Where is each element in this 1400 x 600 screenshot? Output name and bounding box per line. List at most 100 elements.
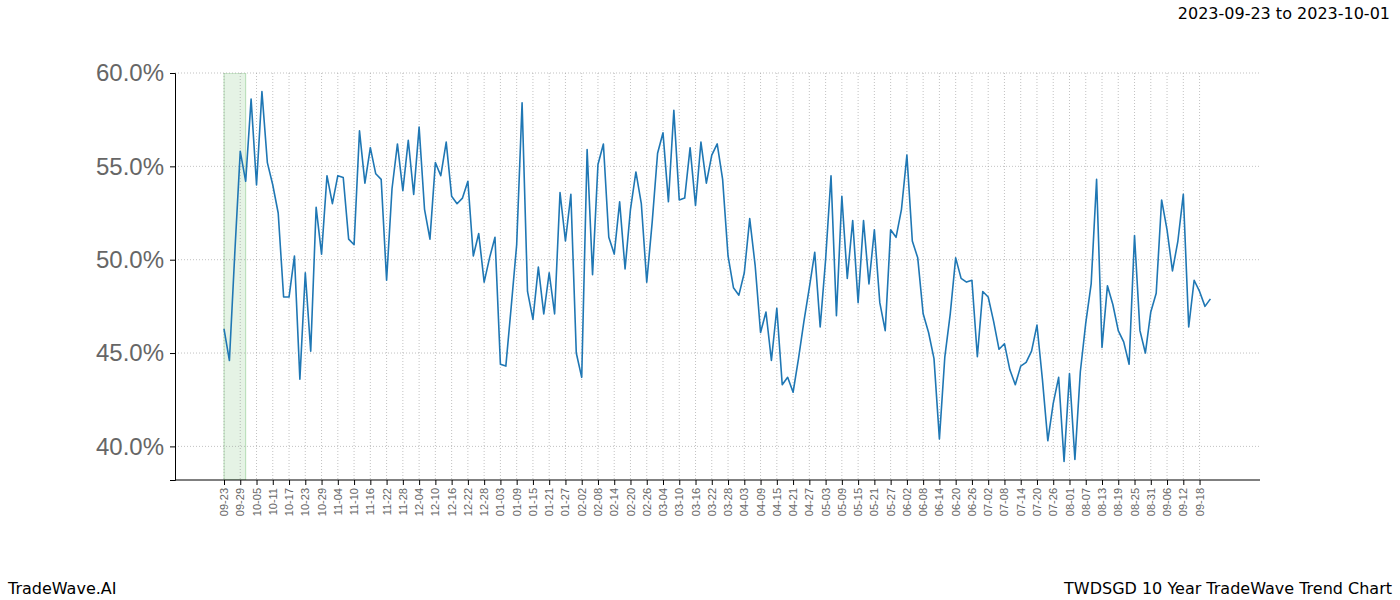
grid-line-x: [906, 73, 907, 480]
x-tick: 05-09: [836, 480, 848, 516]
y-tick: 50.0%: [96, 246, 175, 273]
x-tick-mark: [354, 480, 355, 485]
x-tick-label: 02-14: [608, 488, 620, 516]
x-tick: 10-29: [316, 480, 328, 516]
x-tick: 03-16: [690, 480, 702, 516]
x-tick-mark: [468, 480, 469, 485]
grid-line-x: [256, 73, 257, 480]
x-tick-label: 11-28: [397, 488, 409, 515]
grid-line-x: [728, 73, 729, 480]
x-tick: 01-27: [559, 480, 571, 516]
x-tick-label: 07-02: [982, 488, 994, 516]
x-tick: 04-21: [787, 480, 799, 516]
x-axis-line: [175, 480, 1260, 481]
x-tick-mark: [1151, 480, 1152, 485]
grid-line-x: [760, 73, 761, 480]
x-tick-label: 10-29: [316, 488, 328, 516]
grid-line-x: [500, 73, 501, 480]
x-tick-mark: [257, 480, 258, 485]
grid-line-x: [224, 73, 225, 480]
x-tick-label: 12-10: [429, 488, 441, 516]
x-tick-label: 05-15: [852, 488, 864, 516]
grid-line-x: [1020, 73, 1021, 480]
x-tick: 10-11: [267, 480, 279, 515]
x-tick-mark: [696, 480, 697, 485]
x-tick-mark: [874, 480, 875, 485]
x-tick-label: 08-07: [1080, 488, 1092, 516]
grid-line-x: [289, 73, 290, 480]
grid-line-x: [581, 73, 582, 480]
x-tick: 11-04: [332, 480, 344, 515]
x-tick: 08-01: [1064, 480, 1076, 516]
x-tick-label: 03-28: [722, 488, 734, 516]
x-tick-mark: [923, 480, 924, 485]
y-tick: 55.0%: [96, 153, 175, 180]
x-tick-mark: [289, 480, 290, 485]
x-tick-mark: [809, 480, 810, 485]
x-tick-label: 03-16: [690, 488, 702, 516]
x-tick: 03-10: [673, 480, 685, 516]
x-tick-label: 07-26: [1047, 488, 1059, 516]
x-tick-label: 07-08: [998, 488, 1010, 516]
grid-line-x: [337, 73, 338, 480]
grid-line-x: [240, 73, 241, 480]
title: 2023-09-23 to 2023-10-01: [1178, 4, 1390, 23]
grid-line-x: [451, 73, 452, 480]
x-tick-label: 08-25: [1129, 488, 1141, 516]
grid-line-x: [874, 73, 875, 480]
x-tick: 03-22: [706, 480, 718, 516]
grid-line-x: [1183, 73, 1184, 480]
x-tick-mark: [744, 480, 745, 485]
x-tick: 05-21: [868, 480, 880, 516]
x-tick-mark: [240, 480, 241, 485]
y-axis: 40.0%45.0%50.0%55.0%60.0%: [96, 59, 176, 480]
grid-line-x: [1118, 73, 1119, 480]
y-tick-label: 40.0%: [96, 433, 164, 460]
y-tick: 45.0%: [96, 339, 175, 366]
x-tick-label: 08-13: [1096, 488, 1108, 516]
x-tick-mark: [533, 480, 534, 485]
grid-line-x: [402, 73, 403, 480]
grid-line-x: [841, 73, 842, 480]
x-tick-label: 04-03: [738, 488, 750, 516]
x-tick: 06-26: [966, 480, 978, 516]
x-tick-mark: [956, 480, 957, 485]
grid-line-x: [809, 73, 810, 480]
x-tick-mark: [1021, 480, 1022, 485]
x-tick-mark: [647, 480, 648, 485]
x-tick-label: 02-02: [576, 488, 588, 516]
x-tick-label: 07-14: [1015, 488, 1027, 516]
x-tick-mark: [793, 480, 794, 485]
x-tick-label: 02-26: [641, 488, 653, 516]
grid-line-x: [1150, 73, 1151, 480]
x-tick: 09-23: [218, 480, 230, 516]
x-tick: 07-14: [1015, 480, 1027, 516]
x-tick: 12-22: [462, 480, 474, 516]
grid-line-x: [793, 73, 794, 480]
x-tick-mark: [517, 480, 518, 485]
y-axis-line: [170, 74, 176, 481]
x-tick-mark: [1053, 480, 1054, 485]
x-tick-mark: [484, 480, 485, 485]
x-tick-label: 03-04: [657, 488, 669, 516]
x-tick-label: 10-05: [251, 488, 263, 516]
x-tick-label: 08-19: [1112, 488, 1124, 516]
x-tick-label: 11-16: [364, 488, 376, 515]
x-tick: 06-02: [901, 480, 913, 516]
x-tick-label: 05-21: [868, 488, 880, 516]
x-tick: 12-04: [413, 480, 425, 516]
x-tick-mark: [826, 480, 827, 485]
y-tick-label: 45.0%: [96, 339, 164, 366]
grid-line-x: [890, 73, 891, 480]
grid-line-y: [175, 446, 1260, 447]
x-tick-label: 12-16: [446, 488, 458, 516]
x-tick: 02-02: [576, 480, 588, 516]
grid-line-x: [370, 73, 371, 480]
x-axis: 09-2309-2910-0510-1110-1710-2310-2911-04…: [175, 480, 1260, 516]
caption: TWDSGD 10 Year TradeWave Trend Chart: [1063, 579, 1392, 598]
x-tick-label: 06-14: [933, 488, 945, 516]
x-tick-label: 02-08: [592, 488, 604, 516]
grid-line-x: [955, 73, 956, 480]
highlight-band: [224, 73, 246, 480]
x-tick: 06-08: [917, 480, 929, 516]
